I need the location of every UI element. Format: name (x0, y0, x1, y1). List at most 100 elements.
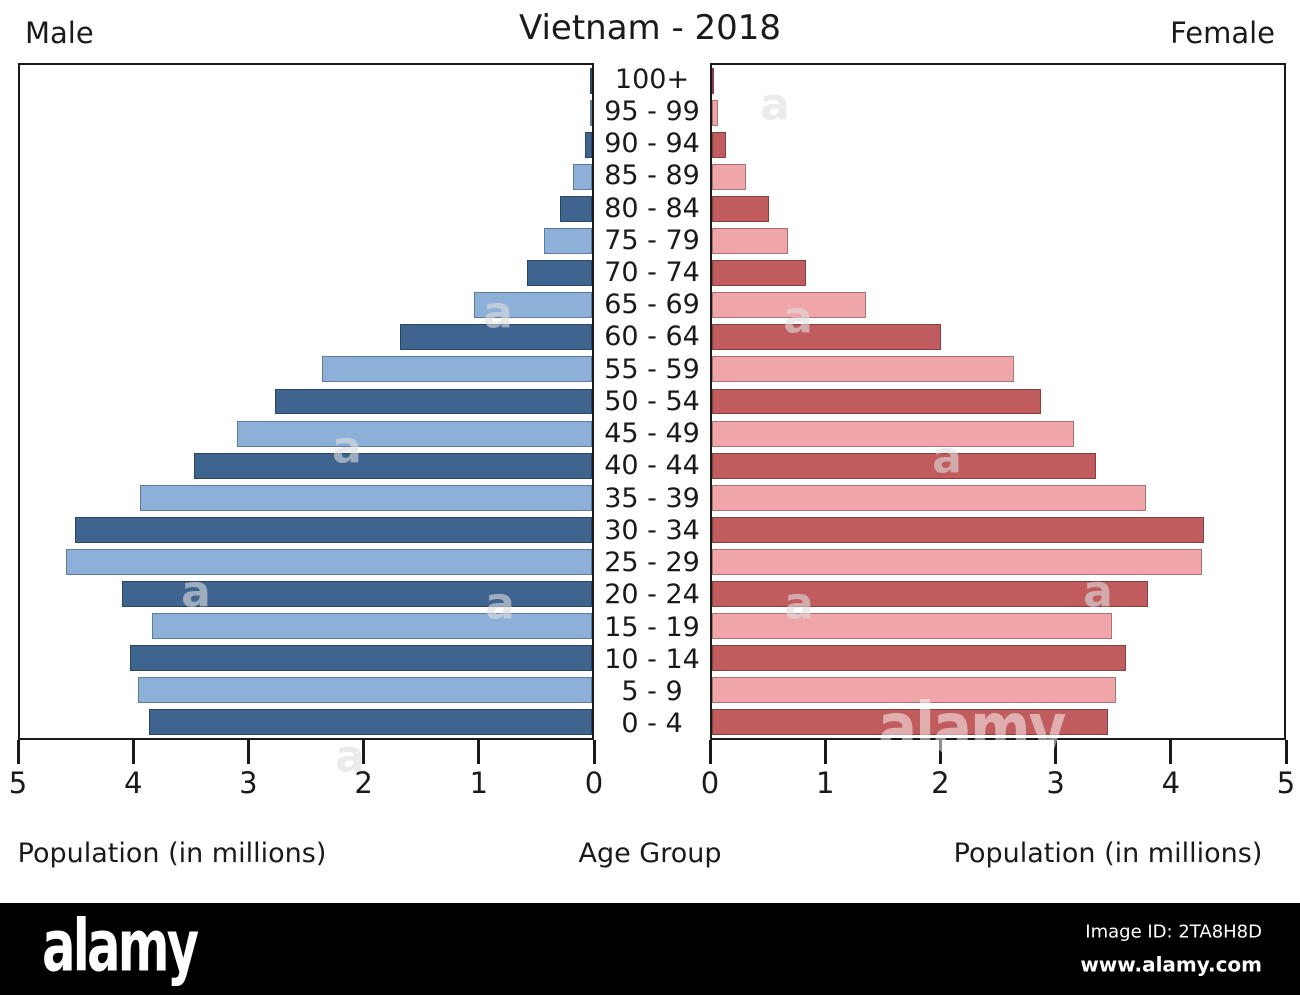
male-bar-row (20, 674, 592, 706)
female-bar-row (712, 129, 1284, 161)
watermark-footer-bar: alamy Image ID: 2TA8H8D www.alamy.com (0, 903, 1300, 995)
footer-meta: Image ID: 2TA8H8D www.alamy.com (1080, 922, 1262, 977)
male-bar (121, 580, 592, 607)
age-group-label: 65 - 69 (604, 289, 700, 321)
female-bar (712, 164, 747, 191)
female-axis-title: Population (in millions) (953, 838, 1263, 869)
female-bar-row (712, 546, 1284, 578)
axis-tick-mark (16, 740, 20, 764)
axis-tick-mark (708, 740, 712, 764)
male-x-axis: 5 4 3 2 1 0 (9, 740, 603, 802)
female-bar-row (712, 514, 1284, 546)
female-bar-row (712, 482, 1284, 514)
male-bar (137, 676, 592, 703)
male-bar (74, 516, 592, 543)
age-group-label: 45 - 49 (604, 418, 700, 450)
axis-tick-label: 4 (1161, 766, 1181, 800)
male-bar (526, 260, 592, 287)
male-bar-row (20, 706, 592, 738)
male-bar-row (20, 353, 592, 385)
age-group-label: 15 - 19 (604, 611, 700, 643)
male-bar (543, 228, 592, 255)
male-bar (149, 708, 592, 735)
male-bar-row (20, 321, 592, 353)
male-bar-row (20, 289, 592, 321)
age-group-label: 5 - 9 (621, 676, 683, 708)
female-bar-row (712, 193, 1284, 225)
male-bar-row (20, 418, 592, 450)
male-bar-row (20, 65, 592, 97)
axis-tick-label: 2 (931, 766, 950, 800)
male-bar (399, 324, 592, 351)
axis-tick-mark (131, 740, 135, 764)
female-bar (712, 516, 1204, 543)
female-bar-row (712, 418, 1284, 450)
age-group-label: 70 - 74 (604, 257, 700, 289)
axis-tick-label: 4 (123, 766, 143, 800)
age-axis-title: Age Group (578, 838, 722, 869)
female-bar (712, 388, 1042, 415)
axis-tick-label: 0 (700, 766, 720, 800)
male-bar-row (20, 97, 592, 129)
axis-tick-mark (592, 740, 596, 764)
male-plot (18, 63, 594, 740)
female-bar (712, 196, 770, 223)
age-group-label: 20 - 24 (604, 579, 700, 611)
age-group-label: 100+ (614, 63, 690, 95)
female-bar-row (712, 321, 1284, 353)
male-bar (151, 612, 592, 639)
male-bar (572, 164, 592, 191)
axis-tick-mark (1169, 740, 1173, 764)
age-group-label: 0 - 4 (621, 708, 683, 740)
male-bar (129, 644, 592, 671)
male-bar (140, 484, 592, 511)
chart-title: Vietnam - 2018 (518, 8, 782, 48)
female-bar-row (712, 257, 1284, 289)
female-bar (712, 68, 714, 94)
female-bar (712, 612, 1113, 639)
female-bar (712, 228, 788, 255)
age-group-label: 30 - 34 (604, 514, 700, 546)
male-bar (559, 196, 592, 223)
axis-tick-label: 3 (239, 766, 258, 800)
age-group-label: 50 - 54 (604, 385, 700, 417)
male-bar-row (20, 450, 592, 482)
age-group-labels: 100+ 95 - 99 90 - 94 85 - 89 80 - 84 75 - 79 7… (594, 63, 710, 740)
male-bar-row (20, 225, 592, 257)
age-group-label: 10 - 14 (604, 643, 700, 675)
female-bar-row (712, 450, 1284, 482)
female-bar (712, 132, 726, 159)
female-bar-row (712, 642, 1284, 674)
male-bar-row (20, 385, 592, 417)
axis-tick-mark (246, 740, 250, 764)
female-plot (710, 63, 1286, 740)
alamy-url-text: www.alamy.com (1080, 952, 1262, 977)
male-bar (275, 388, 592, 415)
female-side-label: Female (1170, 16, 1275, 50)
female-bar-row (712, 353, 1284, 385)
female-bars-container (712, 65, 1284, 738)
axis-tick-mark (1054, 740, 1058, 764)
male-bar-row (20, 161, 592, 193)
male-bar-row (20, 482, 592, 514)
female-bar-row (712, 97, 1284, 129)
male-bar-row (20, 257, 592, 289)
axis-tick-label: 1 (469, 766, 489, 800)
age-group-label: 80 - 84 (604, 192, 700, 224)
male-bar-row (20, 546, 592, 578)
age-group-label: 35 - 39 (604, 482, 700, 514)
female-bar (712, 420, 1074, 447)
axis-tick-mark (938, 740, 942, 764)
female-bar-row (712, 706, 1284, 738)
male-axis-title: Population (in millions) (17, 838, 327, 869)
female-bar-row (712, 161, 1284, 193)
axis-tick-mark (362, 740, 366, 764)
male-bar-row (20, 642, 592, 674)
age-group-label: 60 - 64 (604, 321, 700, 353)
female-bar-row (712, 578, 1284, 610)
female-bar (712, 292, 867, 319)
male-bar-row (20, 514, 592, 546)
male-bar (590, 68, 592, 94)
female-bar (712, 548, 1202, 575)
age-group-label: 40 - 44 (604, 450, 700, 482)
